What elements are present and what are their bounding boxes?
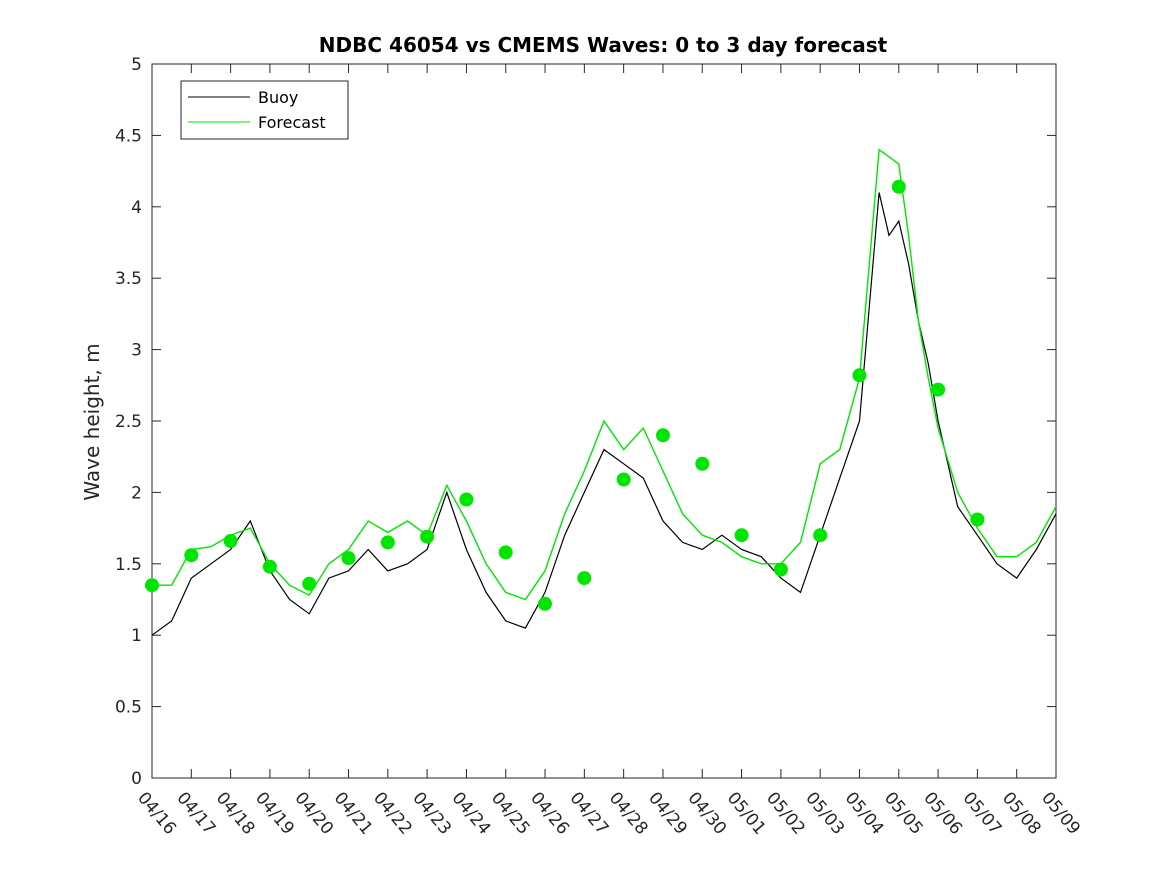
forecast-marker bbox=[341, 551, 356, 566]
x-tick-label: 04/27 bbox=[566, 788, 613, 838]
forecast-marker bbox=[262, 559, 277, 574]
forecast-marker bbox=[970, 512, 985, 527]
y-tick-label: 4.5 bbox=[115, 126, 142, 146]
x-tick-label: 05/08 bbox=[998, 788, 1045, 838]
forecast-marker bbox=[852, 368, 867, 383]
forecast-marker bbox=[695, 456, 710, 471]
x-tick-label: 04/30 bbox=[683, 788, 730, 838]
y-tick-label: 5 bbox=[131, 55, 142, 75]
forecast-marker bbox=[616, 472, 631, 487]
forecast-marker bbox=[891, 179, 906, 194]
forecast-marker bbox=[656, 428, 670, 443]
forecast-marker bbox=[302, 576, 317, 591]
y-tick-label: 1.5 bbox=[115, 555, 142, 575]
forecast-marker bbox=[538, 596, 552, 611]
x-tick-label: 05/01 bbox=[723, 788, 770, 838]
y-axis-label: Wave height, m bbox=[80, 343, 104, 500]
plot-area bbox=[145, 63, 1057, 779]
forecast-marker bbox=[380, 535, 395, 550]
forecast-marker bbox=[223, 534, 238, 548]
forecast-marker bbox=[773, 562, 788, 577]
legend-label-forecast: Forecast bbox=[258, 113, 326, 132]
x-tick-label: 04/26 bbox=[526, 788, 573, 838]
x-tick-label: 05/03 bbox=[801, 788, 848, 838]
y-axis: 0 0.5 1 1.5 2 2.5 3 3.5 4 4.5 5 bbox=[115, 55, 1056, 789]
y-tick-label: 3 bbox=[131, 341, 142, 361]
y-tick-label: 3.5 bbox=[115, 269, 142, 289]
forecast-marker bbox=[931, 382, 946, 397]
x-tick-label: 05/09 bbox=[1037, 788, 1084, 838]
y-tick-label: 4 bbox=[131, 198, 142, 218]
forecast-marker bbox=[420, 529, 435, 544]
series-line-buoy bbox=[151, 192, 1057, 636]
x-tick-label: 04/22 bbox=[369, 788, 416, 838]
y-tick-label: 0 bbox=[131, 769, 142, 789]
y-tick-label: 1 bbox=[131, 626, 142, 646]
forecast-marker bbox=[734, 528, 749, 543]
x-tick-label: 04/19 bbox=[251, 788, 298, 838]
x-tick-label: 04/23 bbox=[408, 788, 455, 838]
forecast-marker bbox=[184, 548, 199, 563]
x-tick-label: 04/28 bbox=[605, 788, 652, 838]
legend-box bbox=[180, 80, 349, 140]
x-tick-label: 04/17 bbox=[172, 788, 219, 838]
forecast-marker bbox=[498, 545, 513, 560]
y-tick-label: 2 bbox=[131, 483, 142, 503]
y-tick-label: 0.5 bbox=[115, 698, 142, 718]
x-tick-label: 05/07 bbox=[959, 788, 1006, 838]
forecast-marker bbox=[577, 571, 592, 586]
x-tick-label: 04/21 bbox=[330, 788, 377, 838]
y-tick-label: 2.5 bbox=[115, 412, 142, 432]
marker-layer bbox=[145, 179, 985, 611]
x-tick-label: 04/29 bbox=[644, 788, 691, 838]
forecast-marker bbox=[459, 492, 474, 507]
x-tick-label: 04/18 bbox=[212, 788, 259, 838]
x-tick-label: 05/02 bbox=[762, 788, 809, 838]
x-tick-label: 04/25 bbox=[487, 788, 534, 838]
x-tick-label: 04/24 bbox=[448, 788, 495, 838]
chart-title: NDBC 46054 vs CMEMS Waves: 0 to 3 day fo… bbox=[319, 33, 888, 57]
legend: Buoy Forecast bbox=[180, 80, 349, 140]
x-tick-label: 04/20 bbox=[290, 788, 337, 838]
x-tick-label: 05/04 bbox=[841, 788, 888, 838]
x-tick-label: 05/05 bbox=[880, 788, 927, 838]
x-tick-label: 04/16 bbox=[133, 788, 180, 838]
forecast-marker bbox=[813, 528, 828, 543]
forecast-marker bbox=[145, 578, 159, 593]
legend-label-buoy: Buoy bbox=[258, 88, 298, 107]
x-tick-label: 05/06 bbox=[919, 788, 966, 838]
